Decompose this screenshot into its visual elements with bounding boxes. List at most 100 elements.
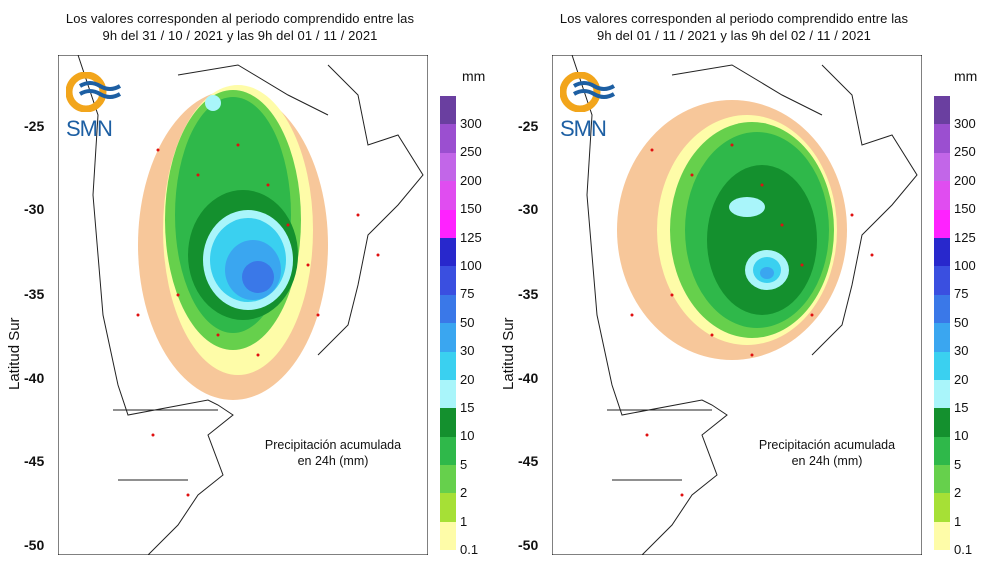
logo-text: SMN [66, 116, 113, 141]
legend-label: 125 [954, 230, 976, 245]
precip-contour-30 [760, 267, 774, 279]
legend-label: 15 [954, 400, 969, 415]
legend-label: 15 [460, 400, 475, 415]
lat-tick: -30 [24, 201, 45, 217]
legend-label: 300 [954, 116, 976, 131]
legend-swatch [440, 266, 456, 295]
lat-tick: -40 [24, 370, 45, 386]
precip-contour-15 [205, 95, 221, 111]
legend-unit: mm [462, 68, 486, 84]
border-line [317, 64, 424, 356]
legend-swatch [440, 465, 456, 494]
border-line [811, 64, 918, 356]
panel-title: Los valores corresponden al periodo comp… [0, 10, 480, 44]
legend-swatch [934, 379, 950, 409]
lat-tick: -30 [518, 201, 539, 217]
stations [630, 143, 874, 497]
legend-swatch [934, 323, 950, 352]
legend-swatch [440, 124, 456, 153]
legend-swatch [440, 379, 456, 409]
precipitation-map [552, 55, 922, 555]
legend-swatch [934, 266, 950, 295]
lat-tick: -45 [24, 453, 45, 469]
stations [136, 143, 380, 497]
legend-swatch [440, 493, 456, 522]
precipitation-map [58, 55, 428, 555]
y-axis-label: Latitud Sur [6, 317, 23, 390]
legend-label: 30 [954, 343, 969, 358]
legend-swatch [934, 96, 950, 125]
legend-swatch [440, 323, 456, 352]
legend-swatch [934, 436, 950, 466]
legend-swatch [934, 465, 950, 494]
legend-label: 250 [954, 144, 976, 159]
color-legend [440, 96, 456, 551]
legend-label: 2 [460, 485, 468, 500]
legend-label: 100 [954, 258, 976, 273]
legend-label: 200 [460, 173, 482, 188]
legend-label: 50 [460, 315, 475, 330]
legend-swatch [934, 521, 950, 551]
border-line [177, 64, 329, 116]
legend-label: 20 [460, 372, 475, 387]
logo-text: SMN [560, 116, 607, 141]
lat-tick: -50 [24, 537, 45, 553]
legend-swatch [440, 181, 456, 210]
smn-logo [559, 71, 616, 117]
legend-swatch [934, 294, 950, 324]
precip-contour-15 [729, 197, 765, 217]
legend-label: 100 [460, 258, 482, 273]
legend-label: 150 [460, 201, 482, 216]
legend-swatch [440, 408, 456, 437]
legend-swatch [934, 351, 950, 380]
legend-label: 200 [954, 173, 976, 188]
legend-swatch [934, 181, 950, 210]
legend-swatch [440, 209, 456, 238]
legend-swatch [934, 408, 950, 437]
legend-swatch [934, 493, 950, 522]
legend-label: 0.1 [460, 542, 479, 557]
legend-swatch [440, 237, 456, 267]
precip-contour-50 [242, 261, 274, 293]
province-line [113, 409, 218, 481]
legend-swatch [440, 96, 456, 125]
legend-label: 10 [460, 428, 475, 443]
legend-unit: mm [954, 68, 978, 84]
color-legend [934, 96, 950, 551]
legend-label: 5 [460, 457, 468, 472]
panel-title: Los valores corresponden al periodo comp… [494, 10, 974, 44]
map-svg [58, 55, 428, 555]
legend-swatch [440, 521, 456, 551]
legend-label: 1 [460, 514, 468, 529]
legend-label: 50 [954, 315, 969, 330]
lat-tick: -25 [24, 118, 45, 134]
title-line-1: Los valores corresponden al periodo comp… [559, 11, 909, 26]
legend-label: 2 [954, 485, 962, 500]
legend-label: 20 [954, 372, 969, 387]
note-line-2: en 24h (mm) [297, 454, 369, 468]
y-axis-label: Latitud Sur [500, 317, 517, 390]
lat-tick: -45 [518, 453, 539, 469]
lat-tick: -40 [518, 370, 539, 386]
map-panel-1: Los valores corresponden al periodo comp… [0, 10, 486, 557]
legend-label: 75 [460, 286, 475, 301]
legend-label: 125 [460, 230, 482, 245]
lat-tick: -35 [518, 286, 539, 302]
legend-label: 250 [460, 144, 482, 159]
legend-label: 150 [954, 201, 976, 216]
legend-swatch [440, 351, 456, 380]
map-note: Precipitación acumulada en 24h (mm) [742, 437, 912, 469]
legend-label: 75 [954, 286, 969, 301]
legend-swatch [440, 436, 456, 466]
smn-logo-icon [65, 71, 122, 113]
legend-label: 0.1 [954, 542, 973, 557]
title-line-1: Los valores corresponden al periodo comp… [65, 11, 415, 26]
legend-swatch [934, 209, 950, 238]
map-panel-2: Los valores corresponden al periodo comp… [494, 0, 994, 570]
note-line-1: Precipitación acumulada [758, 438, 896, 452]
province-line [607, 409, 712, 481]
legend-label: 10 [954, 428, 969, 443]
legend-label: 30 [460, 343, 475, 358]
legend-label: 1 [954, 514, 962, 529]
lat-tick: -35 [24, 286, 45, 302]
